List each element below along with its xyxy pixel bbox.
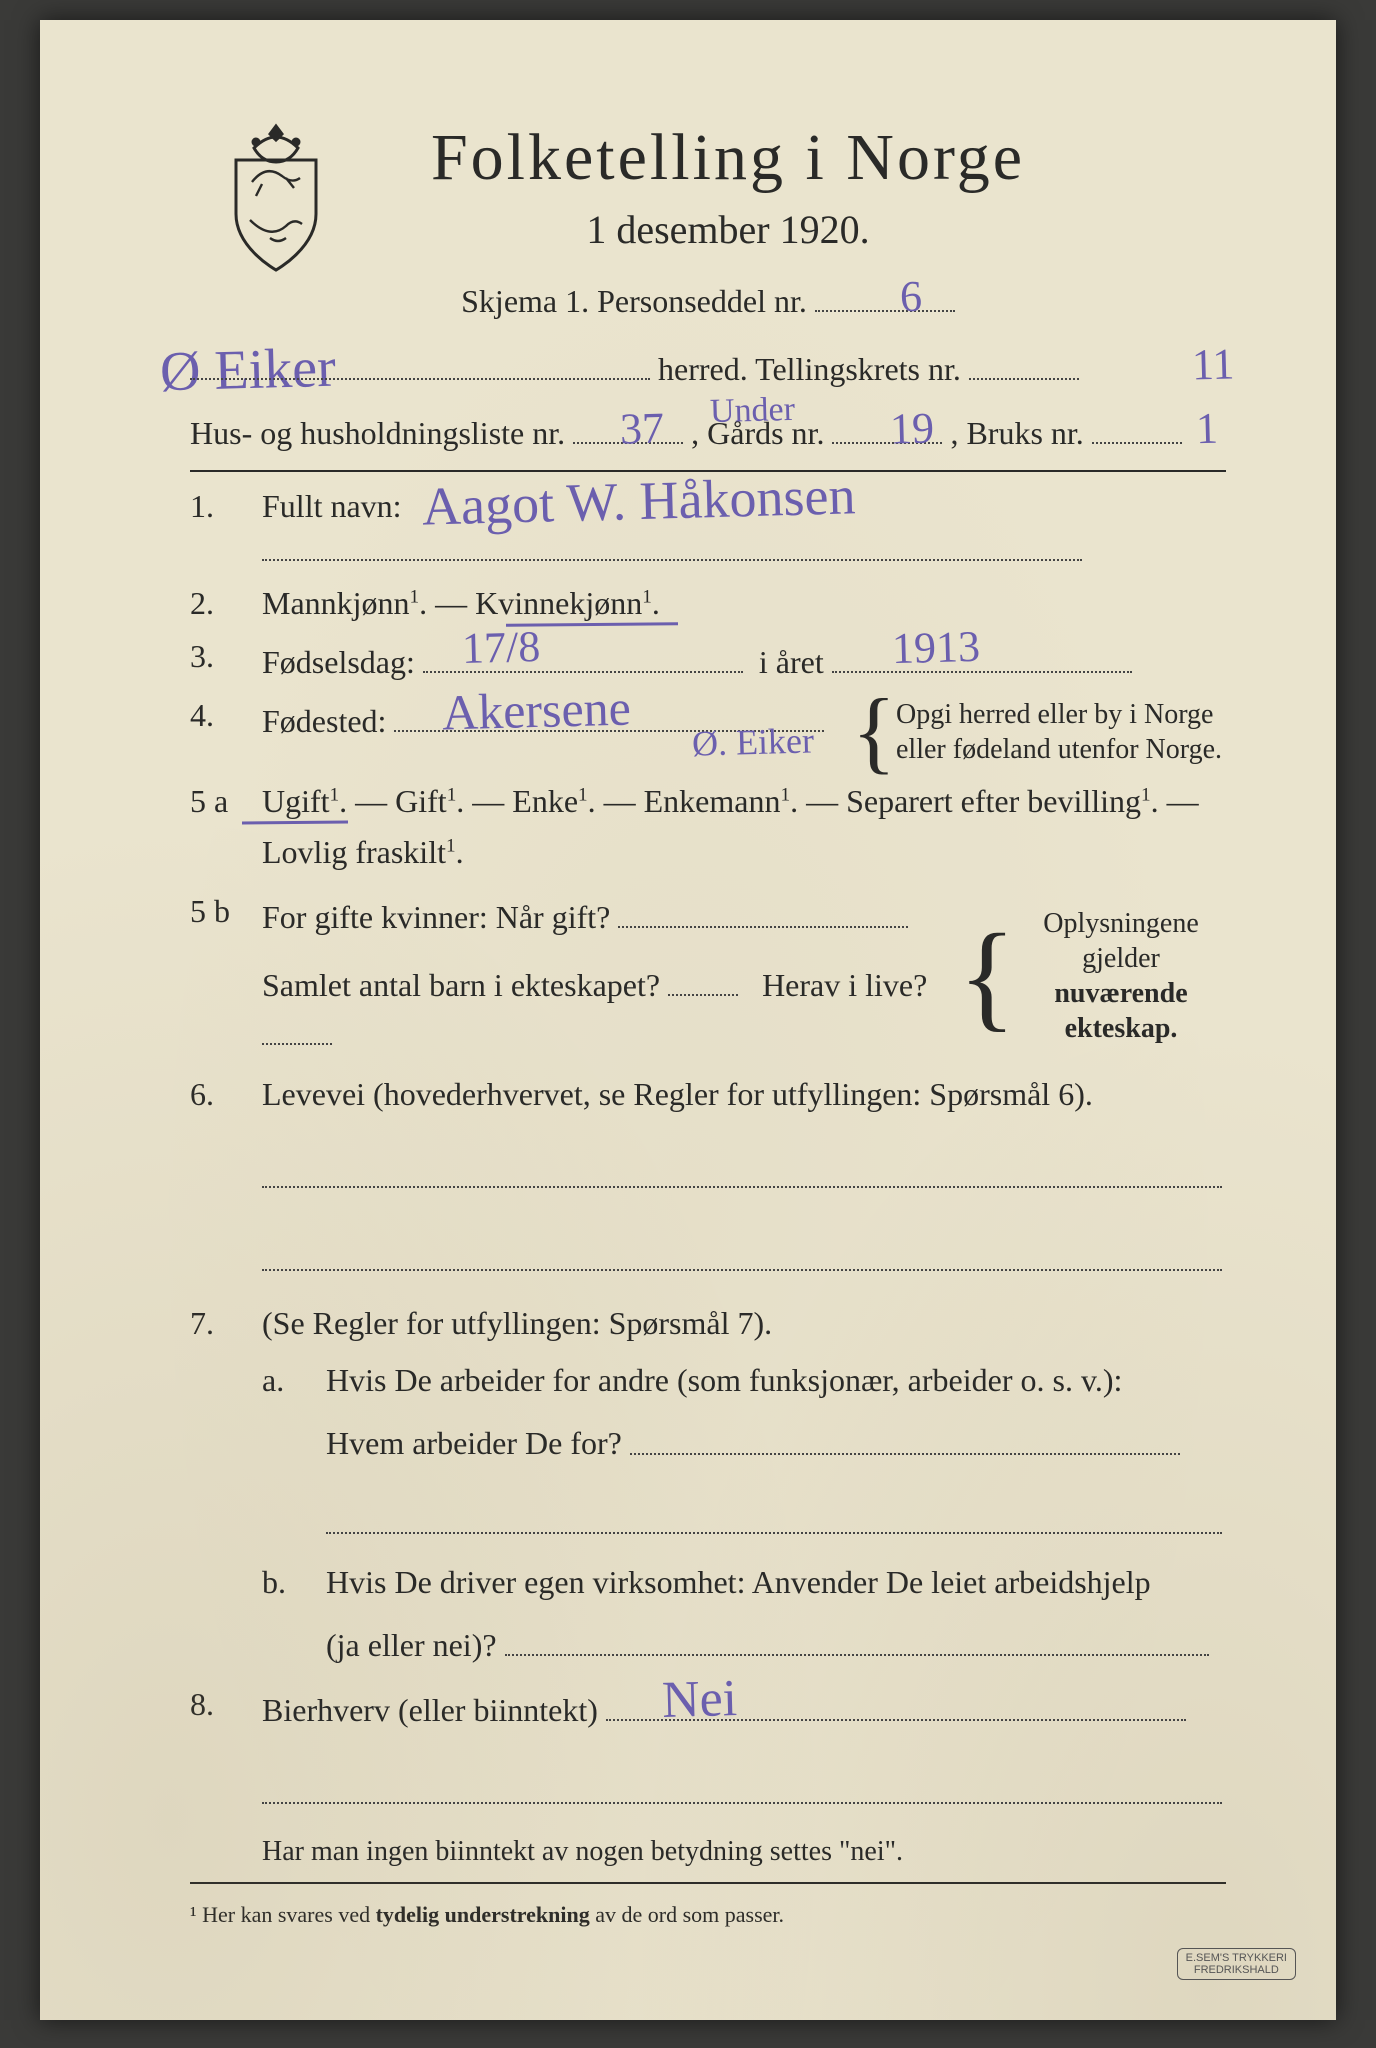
q6: 6. Levevei (hovederhvervet, se Regler fo… <box>190 1076 1226 1113</box>
herred-label: herred. Tellingskrets nr. <box>658 351 961 387</box>
q5b-live-field <box>262 1010 332 1045</box>
q7-intro: (Se Regler for utfyllingen: Spørsmål 7). <box>262 1305 772 1341</box>
q3-num: 3. <box>190 638 262 681</box>
footnote-post: av de ord som passer. <box>590 1902 784 1927</box>
bruks-field <box>1092 409 1182 444</box>
q4-note-b: eller fødeland utenfor Norge. <box>896 732 1226 767</box>
q5a-underline <box>242 820 348 824</box>
schema-label: Skjema 1. Personseddel nr. <box>461 283 807 319</box>
footnote-pre: ¹ Her kan svares ved <box>190 1902 376 1927</box>
printer-line2: FREDRIKSHALD <box>1186 1964 1287 1976</box>
herred-field <box>190 345 650 380</box>
footnote: ¹ Her kan svares ved tydelig understrekn… <box>190 1902 1226 1928</box>
q7-num: 7. <box>190 1305 262 1342</box>
q4-bracket: { Opgi herred eller by i Norge eller fød… <box>852 697 1226 767</box>
q7b-line1: Hvis De driver egen virksomhet: Anvender… <box>326 1564 1226 1601</box>
q5b-line1a: For gifte kvinner: Når gift? <box>262 899 610 935</box>
q2-num: 2. <box>190 585 262 622</box>
coat-of-arms-icon <box>220 120 332 280</box>
printer-stamp: E.SEM'S TRYKKERI FREDRIKSHALD <box>1177 1948 1296 1980</box>
q3-label-b: i året <box>759 644 824 680</box>
q2-underline <box>506 622 678 627</box>
q7b-field <box>505 1621 1209 1656</box>
q3-day-field <box>423 638 743 673</box>
herred-line: Ø Eiker herred. Tellingskrets nr. 11 <box>190 345 1226 395</box>
q8-field2 <box>262 1769 1226 1812</box>
q3-label-a: Fødselsdag: <box>262 644 415 680</box>
husliste-line: Hus- og husholdningsliste nr. 37 Under ,… <box>190 409 1226 459</box>
tellingskrets-value: 11 <box>1191 330 1235 399</box>
q4-label: Fødested: <box>262 703 386 739</box>
q7b-line2: (ja eller nei)? <box>326 1627 497 1663</box>
q7: 7. (Se Regler for utfyllingen: Spørsmål … <box>190 1305 1226 1342</box>
q7b-letter: b. <box>262 1564 326 1664</box>
q7a-line2: Hvem arbeider De for? <box>326 1426 622 1462</box>
q6-text: Levevei (hovederhvervet, se Regler for u… <box>262 1076 1093 1112</box>
q7a-field2 <box>326 1499 1226 1542</box>
q1: 1. Fullt navn: Aagot W. Håkonsen <box>190 488 1226 568</box>
q4-note-a: Opgi herred eller by i Norge <box>896 697 1226 732</box>
q5b-note2: gjelder nuværende <box>1016 941 1226 1011</box>
q6-field2 <box>262 1236 1226 1279</box>
q4: 4. Fødested: Akersene Ø. Eiker { Opgi he… <box>190 697 1226 767</box>
tellingskrets-field <box>969 345 1079 380</box>
q8-num: 8. <box>190 1686 262 1729</box>
q2: 2. Mannkjønn1. — Kvinnekjønn1. <box>190 585 1226 622</box>
bruks-label: , Bruks nr. <box>950 415 1083 451</box>
q7b: b. Hvis De driver egen virksomhet: Anven… <box>262 1564 1226 1664</box>
q5a-text: Ugift1. — Gift1. — Enke1. — Enkemann1. —… <box>262 783 1199 819</box>
q3-year-field <box>832 638 1132 673</box>
q5b-note3: ekteskap. <box>1016 1011 1226 1046</box>
gards-field <box>832 409 942 444</box>
q8-label: Bierhverv (eller biinntekt) <box>262 1692 598 1728</box>
q2-text: Mannkjønn1. — Kvinnekjønn1. <box>262 585 660 621</box>
q7a-field <box>630 1419 1180 1454</box>
q7a: a. Hvis De arbeider for andre (som funks… <box>262 1362 1226 1462</box>
hint: Har man ingen biinntekt av nogen betydni… <box>262 1836 1226 1868</box>
divider <box>190 470 1226 472</box>
footnote-mid: tydelig understrekning <box>376 1902 590 1927</box>
q4-num: 4. <box>190 697 262 767</box>
q5b-barn-field <box>668 961 738 996</box>
q1-num: 1. <box>190 488 262 568</box>
q5b: 5 b For gifte kvinner: Når gift? Samlet … <box>190 893 1226 1060</box>
q8-field <box>606 1686 1186 1721</box>
census-form-page: Folketelling i Norge 1 desember 1920. Sk… <box>40 20 1336 2020</box>
page-subtitle: 1 desember 1920. <box>230 206 1226 253</box>
printer-line1: E.SEM'S TRYKKERI <box>1186 1952 1287 1964</box>
schema-line: Skjema 1. Personseddel nr. 6 <box>190 277 1226 327</box>
gards-label: , Gårds nr. <box>691 415 824 451</box>
q5a-num: 5 a <box>190 783 262 820</box>
q5a-line2: Lovlig fraskilt1. <box>262 834 1226 871</box>
header: Folketelling i Norge 1 desember 1920. <box>190 120 1226 253</box>
q8: 8. Bierhverv (eller biinntekt) Nei <box>190 1686 1226 1729</box>
q7a-line1: Hvis De arbeider for andre (som funksjon… <box>326 1362 1226 1399</box>
q5b-note1: Oplysningene <box>1016 906 1226 941</box>
page-title: Folketelling i Norge <box>230 120 1226 196</box>
personseddel-field <box>815 277 955 312</box>
q4-field <box>394 697 824 732</box>
husliste-label: Hus- og husholdningsliste nr. <box>190 415 565 451</box>
q1-field <box>262 525 1082 560</box>
q5b-bracket: { Oplysningene gjelder nuværende ekteska… <box>958 906 1226 1046</box>
q7a-letter: a. <box>262 1362 326 1462</box>
q6-num: 6. <box>190 1076 262 1113</box>
q5b-line2b: Herav i live? <box>762 967 927 1003</box>
q5a: 5 a Ugift1. — Gift1. — Enke1. — Enkemann… <box>190 783 1226 820</box>
q5b-num: 5 b <box>190 893 262 1060</box>
q5b-line2a: Samlet antal barn i ekteskapet? <box>262 967 660 1003</box>
husliste-field <box>573 409 683 444</box>
divider-bottom <box>190 1882 1226 1884</box>
q1-label: Fullt navn: <box>262 488 402 524</box>
q3: 3. Fødselsdag: 17/8 i året 1913 <box>190 638 1226 681</box>
bruks-value: 1 <box>1195 394 1219 463</box>
q5b-gift-field <box>618 893 908 928</box>
q6-field1 <box>262 1153 1226 1196</box>
